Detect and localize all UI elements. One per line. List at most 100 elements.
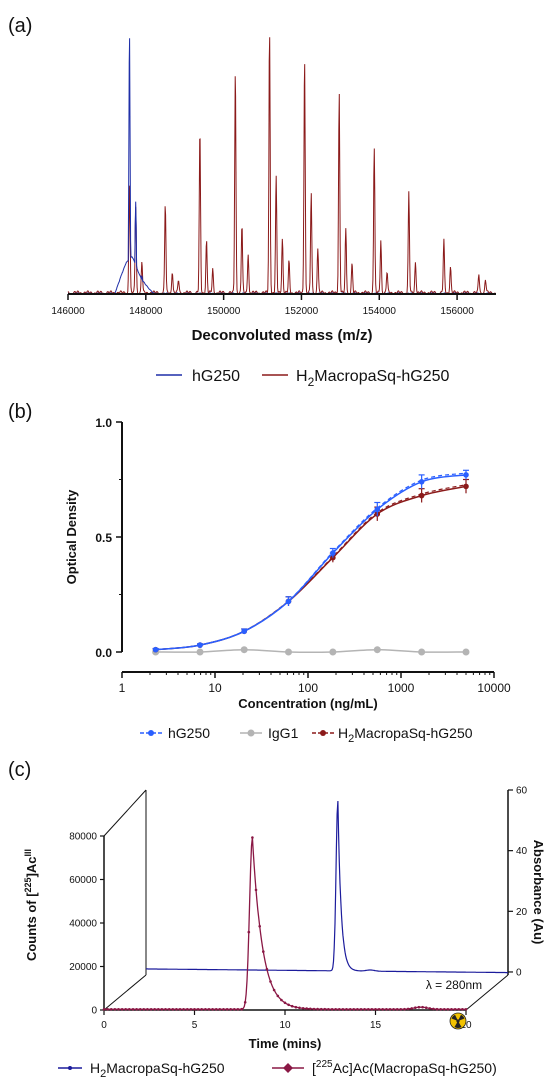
series-counts-marker [359,1008,363,1011]
series-counts-marker [247,930,251,934]
series-counts-marker [225,1008,229,1011]
panel-b-legend: hG250 IgG1 H2MacropaSq-hG250 [140,725,473,745]
series-counts-marker [395,1008,399,1011]
series-counts-marker [204,1008,207,1011]
series-counts-marker [439,1008,443,1011]
series-macropa-hg250-trace [67,37,497,296]
panel-b-y-tick-label: 0.0 [95,646,112,660]
series-counts-marker [450,1008,453,1011]
panel-c-y-left-tick-label: 80000 [69,832,97,843]
series-counts-marker [435,1007,439,1011]
legend-c-macropa-marker [68,1066,72,1070]
series-counts-marker [330,1008,334,1011]
panel-c-plot [102,800,508,1011]
series-counts-marker [283,1001,287,1005]
series-counts-marker [128,1008,131,1011]
series-counts-marker [421,1005,424,1009]
panel-c-floor-diagonal-left [103,974,147,1011]
panel-c-top-diagonal [103,789,147,837]
series-counts-marker [135,1008,138,1011]
panel-c-x-tick-label: 20 [460,1020,472,1031]
series-counts-marker [254,888,258,892]
panel-c-wavelength-annotation: λ = 280nm [426,978,482,992]
panel-c-x-title: Time (mins) [249,1036,322,1051]
panel-b-y-title: Optical Density [64,489,79,584]
series-counts-marker [446,1008,450,1011]
series-counts-marker [388,1008,392,1011]
series-counts-marker [193,1008,196,1011]
series-counts-marker [323,1007,327,1011]
data-point-hg250 [330,550,336,556]
panel-a-x-tick-label: 154000 [363,306,397,317]
series-counts-marker [102,1008,106,1011]
series-counts-marker [334,1008,338,1011]
series-counts-marker [157,1008,160,1011]
series-counts-marker [138,1008,142,1011]
series-counts-marker [120,1008,124,1011]
series-counts-trace [104,837,466,1010]
panel-b-y-tick-label: 1.0 [95,416,112,430]
legend-b-hg250-marker [148,730,154,736]
data-point-igg1 [373,646,381,654]
series-counts-marker [403,1007,406,1011]
series-counts-marker [301,1007,305,1010]
series-counts-marker [265,967,269,971]
legend-b-macropa-marker [320,730,326,736]
legend-c-ac-label: [225Ac]Ac(MacropaSq-hG250) [312,1059,497,1076]
legend-hg250-label: hG250 [192,368,240,385]
panel-c-x-tick-label: 15 [370,1020,382,1031]
series-counts-marker [160,1008,164,1011]
data-point-h2macropasq-hg250 [418,492,425,499]
series-counts-marker [175,1008,178,1011]
series-counts-marker [196,1008,200,1011]
panel-a-x-tick-label: 152000 [285,306,319,317]
series-counts-marker [276,994,280,998]
series-counts-marker [363,1008,366,1011]
series-line-igg1 [155,648,467,654]
data-point-igg1 [418,648,426,656]
series-counts-marker [113,1008,117,1011]
series-counts-marker [186,1008,189,1011]
series-counts-marker [417,1005,421,1009]
series-counts-marker [258,925,262,928]
legend-macropa-label: H2MacropaSq-hG250 [296,368,450,389]
data-point-h2macropasq-hg250 [463,483,469,490]
series-counts-marker [338,1008,341,1011]
panel-c-y-right-tick-label: 40 [516,846,528,857]
panel-a-label: (a) [8,15,32,37]
series-counts-marker [312,1007,316,1011]
data-point-igg1 [196,648,204,656]
data-point-hg250 [197,642,203,648]
series-counts-marker [428,1007,432,1010]
series-counts-marker [298,1006,301,1010]
panel-c-y-left-tick-label: 20000 [69,962,97,973]
series-counts-marker [327,1008,330,1011]
series-counts-marker [309,1007,312,1011]
panel-a-x-tick-label: 148000 [129,306,163,317]
panel-b-plot [152,469,470,656]
panel-c-y-left-title: Counts of [225]AcIII [23,849,39,961]
series-counts-marker [453,1008,457,1011]
series-counts-marker [207,1008,211,1011]
legend-b-igg1-label: IgG1 [268,725,299,741]
panel-a-legend: hG250 H2MacropaSq-hG250 [156,368,450,389]
panel-a-x-ticks: 146000 148000 150000 152000 154000 156000 [51,294,474,317]
series-counts-marker [171,1008,175,1011]
data-point-hg250 [152,646,159,653]
series-line-hg250 [155,474,467,651]
series-counts-marker [117,1008,120,1011]
series-counts-marker [345,1008,348,1011]
panel-b-y-tick-label: 0.5 [95,531,112,545]
series-absorbance-trace [146,800,508,974]
series-counts-marker [374,1008,377,1011]
panel-c-x-tick-label: 5 [192,1020,198,1031]
legend-b-igg1-marker [247,729,255,737]
series-counts-marker [243,1001,247,1004]
series-fit-hg250 [155,472,467,651]
series-counts-marker [319,1007,323,1011]
series-counts-marker [142,1008,146,1011]
series-counts-marker [348,1008,352,1011]
series-counts-marker [146,1008,149,1011]
series-counts-marker [305,1007,309,1010]
series-counts-marker [214,1008,218,1011]
